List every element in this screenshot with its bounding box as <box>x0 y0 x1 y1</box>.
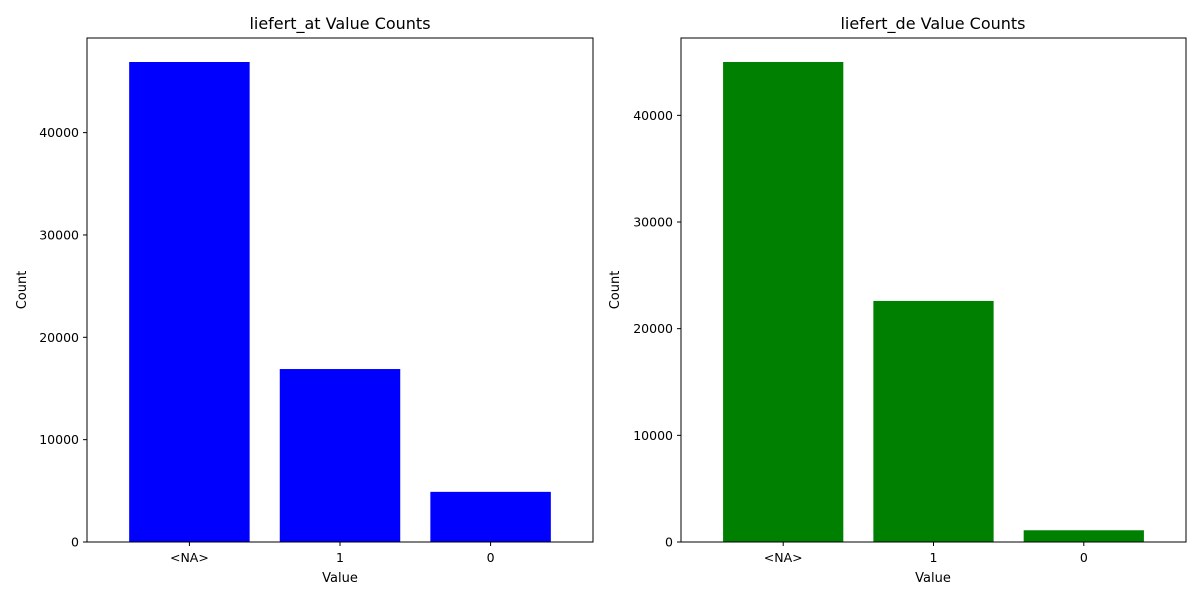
x-axis-label: Value <box>322 571 358 586</box>
x-tick-label: 1 <box>336 550 344 565</box>
y-tick-label: 40000 <box>39 125 79 140</box>
y-tick-label: 30000 <box>633 215 673 230</box>
x-ticks: <NA> 1 0 <box>764 542 1088 565</box>
y-tick-label: 0 <box>665 535 673 550</box>
y-tick-label: 40000 <box>633 108 673 123</box>
y-tick-label: 10000 <box>39 432 79 447</box>
bars <box>129 62 551 542</box>
bar <box>430 491 551 542</box>
chart-title: liefert_at Value Counts <box>249 14 430 34</box>
bar <box>723 62 844 542</box>
x-ticks: <NA> 1 0 <box>170 542 495 565</box>
y-ticks: 0 10000 20000 30000 40000 <box>39 125 87 550</box>
bar <box>129 62 250 542</box>
bar <box>873 300 994 542</box>
y-tick-label: 20000 <box>39 330 79 345</box>
y-axis-label: Count <box>608 271 623 310</box>
bars <box>723 62 1144 542</box>
y-tick-label: 0 <box>71 535 79 550</box>
x-tick-label: 0 <box>487 550 495 565</box>
x-tick-label: <NA> <box>170 550 209 565</box>
bar <box>1023 530 1144 542</box>
y-tick-label: 10000 <box>633 428 673 443</box>
chart-liefert-at: liefert_at Value Counts Count Value <NA>… <box>15 14 594 586</box>
y-tick-label: 20000 <box>633 321 673 336</box>
plot-frame <box>680 37 1187 543</box>
x-axis-label: Value <box>915 571 951 586</box>
x-tick-label: 0 <box>1080 550 1088 565</box>
bar <box>279 369 401 542</box>
plot-frame <box>86 37 594 543</box>
chart-title: liefert_de Value Counts <box>840 14 1025 34</box>
x-tick-label: <NA> <box>764 550 803 565</box>
y-axis-label: Count <box>15 271 30 310</box>
y-ticks: 0 10000 20000 30000 40000 <box>633 108 681 550</box>
chart-liefert-de: liefert_de Value Counts Count Value <NA>… <box>608 14 1187 586</box>
x-tick-label: 1 <box>930 550 938 565</box>
y-tick-label: 30000 <box>39 227 79 242</box>
